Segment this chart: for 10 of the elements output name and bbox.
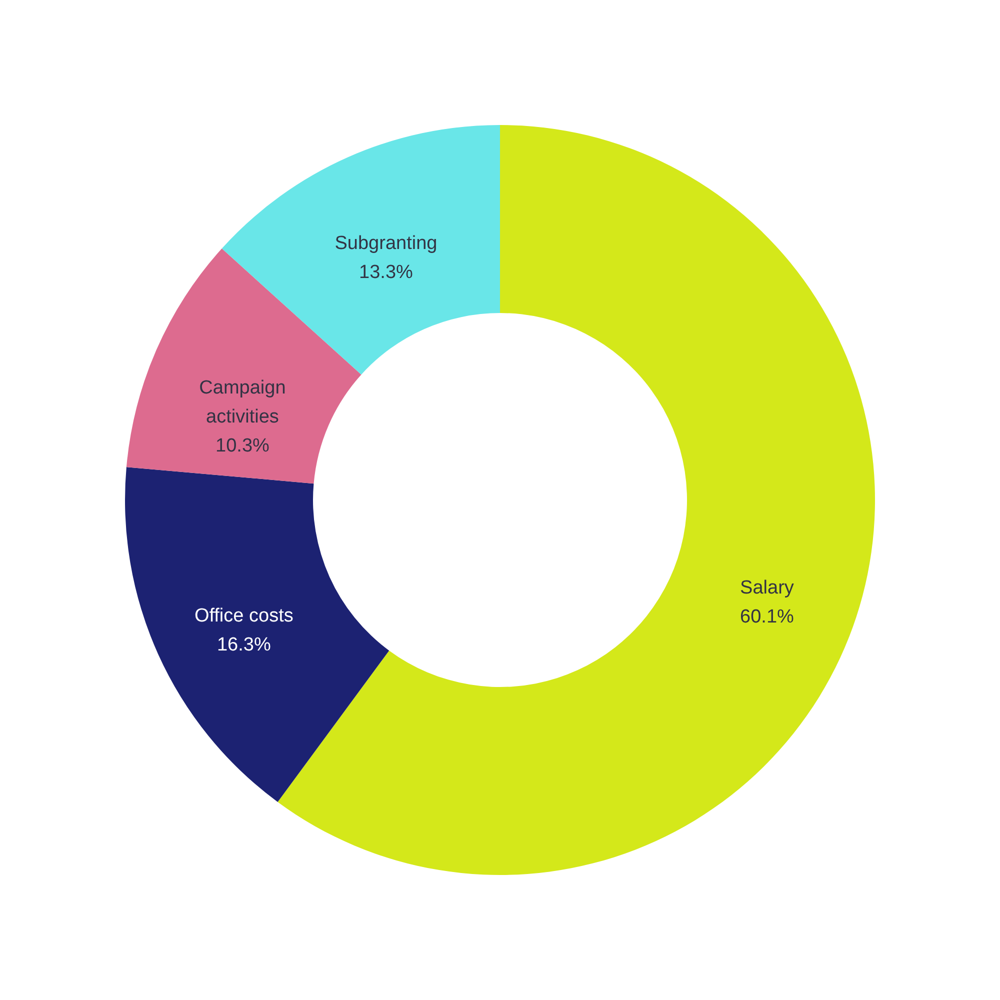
data-label: 10.3% xyxy=(216,436,270,457)
slice-label: Office costs xyxy=(194,606,294,627)
slice-label: Salary xyxy=(740,578,794,599)
slice-label: Subgranting xyxy=(334,233,438,254)
data-label: 13.3% xyxy=(359,262,414,284)
data-label: 60.1% xyxy=(740,606,794,628)
donut-slice xyxy=(222,125,500,375)
slice-label: Campaign activities xyxy=(199,378,286,428)
donut-slice xyxy=(125,467,390,802)
data-label: 16.3% xyxy=(216,634,271,656)
